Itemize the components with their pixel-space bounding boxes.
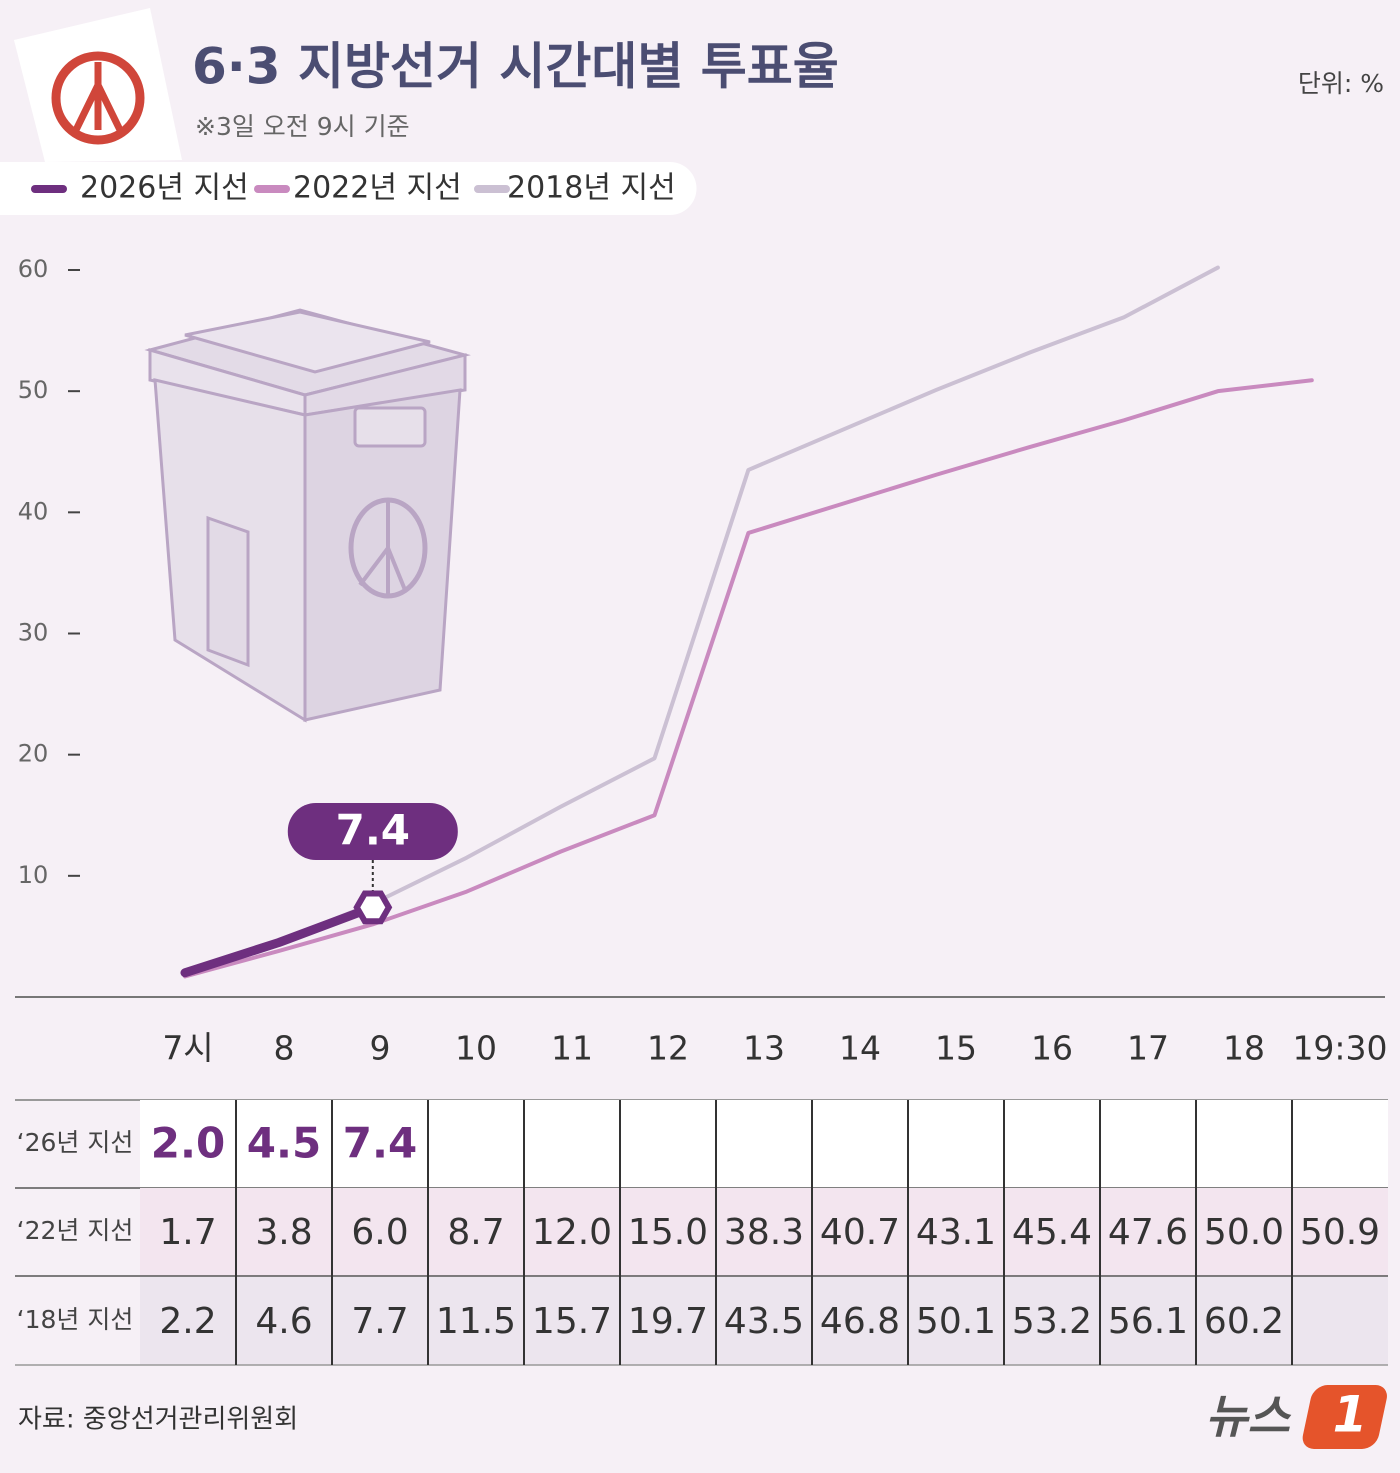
table-cell: 50.0 bbox=[1204, 1212, 1284, 1253]
ballot-stamp-icon bbox=[14, 8, 182, 162]
y-tick-label: 40 bbox=[18, 497, 49, 525]
table-row-bg bbox=[140, 1100, 1388, 1188]
row-label: ‘26년 지선 bbox=[17, 1128, 134, 1157]
title: 6·3 지방선거 시간대별 투표율 bbox=[192, 38, 839, 96]
brand-logo: 뉴스 1 bbox=[1205, 1385, 1387, 1449]
table-cell: 43.5 bbox=[724, 1301, 804, 1342]
table-cell: 19.7 bbox=[628, 1301, 708, 1342]
x-tick-label: 17 bbox=[1127, 1029, 1169, 1068]
x-tick-label: 13 bbox=[743, 1029, 785, 1068]
source: 자료: 중앙선거관리위원회 bbox=[18, 1405, 298, 1435]
table-cell: 12.0 bbox=[532, 1212, 612, 1253]
x-tick-label: 18 bbox=[1223, 1029, 1265, 1068]
legend-label: 2018년 지선 bbox=[507, 171, 676, 206]
table-cell: 3.8 bbox=[255, 1212, 312, 1253]
table-cell: 15.0 bbox=[628, 1212, 708, 1253]
x-tick-label: 15 bbox=[935, 1029, 977, 1068]
subtitle: ※3일 오전 9시 기준 bbox=[195, 112, 410, 141]
callout-label: 7.4 bbox=[336, 806, 410, 855]
y-tick-label: 60 bbox=[18, 255, 49, 283]
series-line bbox=[180, 902, 378, 978]
table-cell: 2.0 bbox=[151, 1119, 225, 1168]
table-cell: 50.9 bbox=[1300, 1212, 1380, 1253]
unit-label: 단위: % bbox=[1298, 69, 1384, 98]
table-cell: 46.8 bbox=[820, 1301, 900, 1342]
table-cell: 43.1 bbox=[916, 1212, 996, 1253]
x-tick-label: 16 bbox=[1031, 1029, 1073, 1068]
table-cell: 6.0 bbox=[351, 1212, 408, 1253]
table-cell: 15.7 bbox=[532, 1301, 612, 1342]
x-tick-label: 8 bbox=[274, 1029, 295, 1068]
series-line bbox=[183, 378, 1314, 979]
table-cell: 56.1 bbox=[1108, 1301, 1188, 1342]
table-cell: 2.2 bbox=[159, 1301, 216, 1342]
table-cell: 38.3 bbox=[724, 1212, 804, 1253]
brand-mark: 1 bbox=[1333, 1386, 1368, 1444]
y-tick-label: 30 bbox=[18, 619, 49, 647]
table-cell: 40.7 bbox=[820, 1212, 900, 1253]
table-row-bg bbox=[140, 1277, 1388, 1365]
x-tick-label: 11 bbox=[551, 1029, 593, 1068]
table-cell: 7.7 bbox=[351, 1301, 408, 1342]
y-tick-label: 20 bbox=[18, 740, 49, 768]
legend-label: 2026년 지선 bbox=[80, 171, 249, 206]
x-tick-label: 14 bbox=[839, 1029, 881, 1068]
x-tick-label: 7시 bbox=[162, 1029, 213, 1068]
point-marker bbox=[353, 890, 393, 925]
brand-text: 뉴스 bbox=[1205, 1390, 1291, 1444]
callout-box bbox=[287, 803, 458, 860]
table-cell: 60.2 bbox=[1204, 1301, 1284, 1342]
table-cell: 47.6 bbox=[1108, 1212, 1188, 1253]
y-tick-label: 50 bbox=[18, 376, 49, 404]
table-cell: 4.5 bbox=[247, 1119, 321, 1168]
table-cell: 11.5 bbox=[436, 1301, 516, 1342]
table-cell: 7.4 bbox=[343, 1119, 417, 1168]
x-tick-label: 10 bbox=[455, 1029, 497, 1068]
table-row-bg bbox=[140, 1188, 1388, 1276]
table-cell: 1.7 bbox=[159, 1212, 216, 1253]
legend-label: 2022년 지선 bbox=[293, 171, 462, 206]
ballot-box-illustration bbox=[144, 308, 471, 723]
table-cell: 45.4 bbox=[1012, 1212, 1092, 1253]
row-label: ‘18년 지선 bbox=[17, 1305, 134, 1334]
row-label: ‘22년 지선 bbox=[17, 1216, 134, 1245]
table-cell: 4.6 bbox=[255, 1301, 312, 1342]
table-cell: 8.7 bbox=[447, 1212, 504, 1253]
y-tick-label: 10 bbox=[18, 861, 49, 889]
x-tick-label: 9 bbox=[370, 1029, 391, 1068]
x-tick-label: 19:30 bbox=[1292, 1029, 1387, 1068]
table-cell: 50.1 bbox=[916, 1301, 996, 1342]
table-cell: 53.2 bbox=[1012, 1301, 1092, 1342]
x-tick-label: 12 bbox=[647, 1029, 689, 1068]
legend-band bbox=[0, 162, 697, 216]
